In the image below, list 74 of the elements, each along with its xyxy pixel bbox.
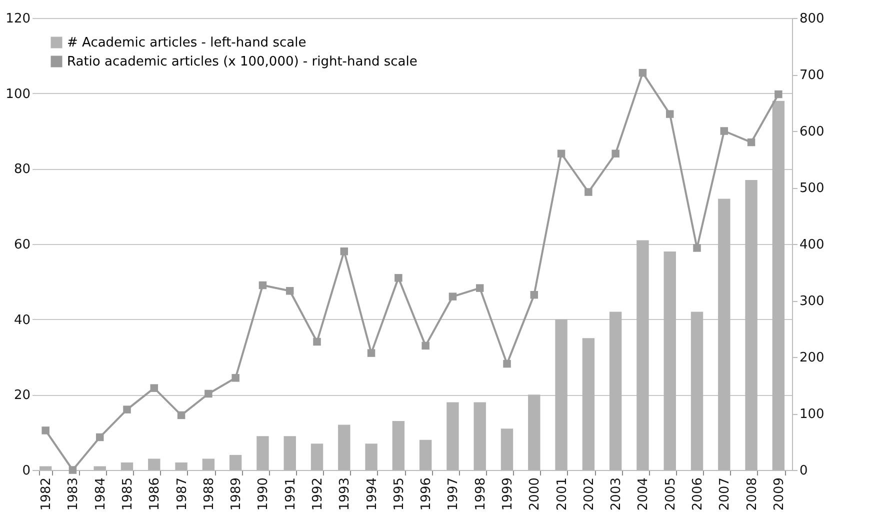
x-tick-label: 2009	[772, 478, 787, 511]
y2-tick-label: 100	[800, 407, 824, 422]
legend-label: # Academic articles - left-hand scale	[67, 36, 306, 50]
point	[177, 411, 186, 420]
point	[286, 287, 294, 295]
point	[340, 247, 348, 256]
y2-tick-label: 300	[800, 294, 824, 309]
point	[638, 68, 647, 77]
point	[503, 360, 511, 368]
y2-tick-label: 200	[800, 350, 824, 366]
x-tick-label: 1996	[419, 478, 434, 511]
point	[530, 290, 538, 299]
point	[204, 390, 212, 398]
x-tick-label: 1998	[473, 478, 488, 511]
x-tick-label: 1999	[500, 478, 516, 511]
x-tick-label: 1989	[229, 478, 244, 511]
point	[584, 188, 592, 196]
point	[666, 110, 674, 118]
y2-tick-label: 400	[800, 238, 824, 252]
point	[42, 426, 50, 434]
y-tick-label: 100	[6, 86, 30, 102]
point	[123, 406, 131, 414]
y-tick-label: 120	[6, 12, 30, 26]
point	[258, 281, 267, 290]
y-tick-label: 40	[14, 312, 30, 328]
x-tick-label: 1986	[148, 478, 163, 511]
x-tick-label: 2003	[609, 478, 624, 511]
point	[96, 433, 104, 442]
x-tick-label: 2000	[528, 478, 543, 511]
point	[720, 127, 728, 135]
x-tick-label: 1994	[364, 478, 380, 511]
x-tick-label: 1988	[202, 478, 217, 511]
x-tick-label: 2004	[636, 478, 652, 511]
x-tick-label: 1995	[392, 478, 407, 511]
point	[150, 384, 158, 392]
legend-label: Ratio academic articles (x 100,000) - right-hand scale	[67, 54, 418, 70]
y2-tick-label: 500	[800, 181, 824, 196]
point	[747, 138, 756, 146]
y2-tick-label: 700	[800, 68, 824, 83]
point	[448, 292, 457, 300]
x-tick-label: 1997	[446, 478, 462, 511]
point	[422, 342, 430, 350]
point	[313, 338, 321, 346]
point	[232, 374, 240, 382]
y2-tick-label: 0	[800, 464, 808, 478]
y2-tick-label: 600	[800, 124, 824, 140]
x-tick-label: 2001	[554, 478, 570, 511]
point	[68, 466, 77, 474]
point	[394, 274, 402, 282]
point	[476, 284, 484, 292]
y2-tick-label: 800	[800, 12, 824, 26]
x-tick-label: 2008	[744, 478, 760, 511]
x-tick-label: 1991	[283, 478, 298, 511]
x-tick-label: 1985	[120, 478, 136, 511]
point	[774, 90, 782, 98]
x-tick-label: 2006	[690, 478, 706, 511]
x-tick-label: 2005	[663, 478, 678, 511]
y-tick-label: 80	[14, 162, 30, 178]
x-tick-label: 2007	[718, 478, 733, 511]
x-tick-label: 1987	[174, 478, 190, 511]
point	[557, 150, 566, 158]
x-tick-label: 1983	[66, 478, 82, 511]
y-tick-label: 60	[14, 238, 30, 252]
point	[367, 349, 376, 357]
x-tick-label: 1984	[93, 478, 108, 511]
point	[693, 244, 701, 252]
y-tick-label: 20	[14, 388, 30, 404]
y-tick-label: 0	[22, 464, 30, 478]
x-tick-label: 1990	[256, 478, 272, 511]
x-tick-label: 1993	[338, 478, 353, 511]
x-tick-label: 2002	[582, 478, 597, 511]
x-tick-label: 1982	[39, 478, 54, 511]
point	[612, 150, 620, 158]
x-tick-label: 1992	[310, 478, 326, 511]
